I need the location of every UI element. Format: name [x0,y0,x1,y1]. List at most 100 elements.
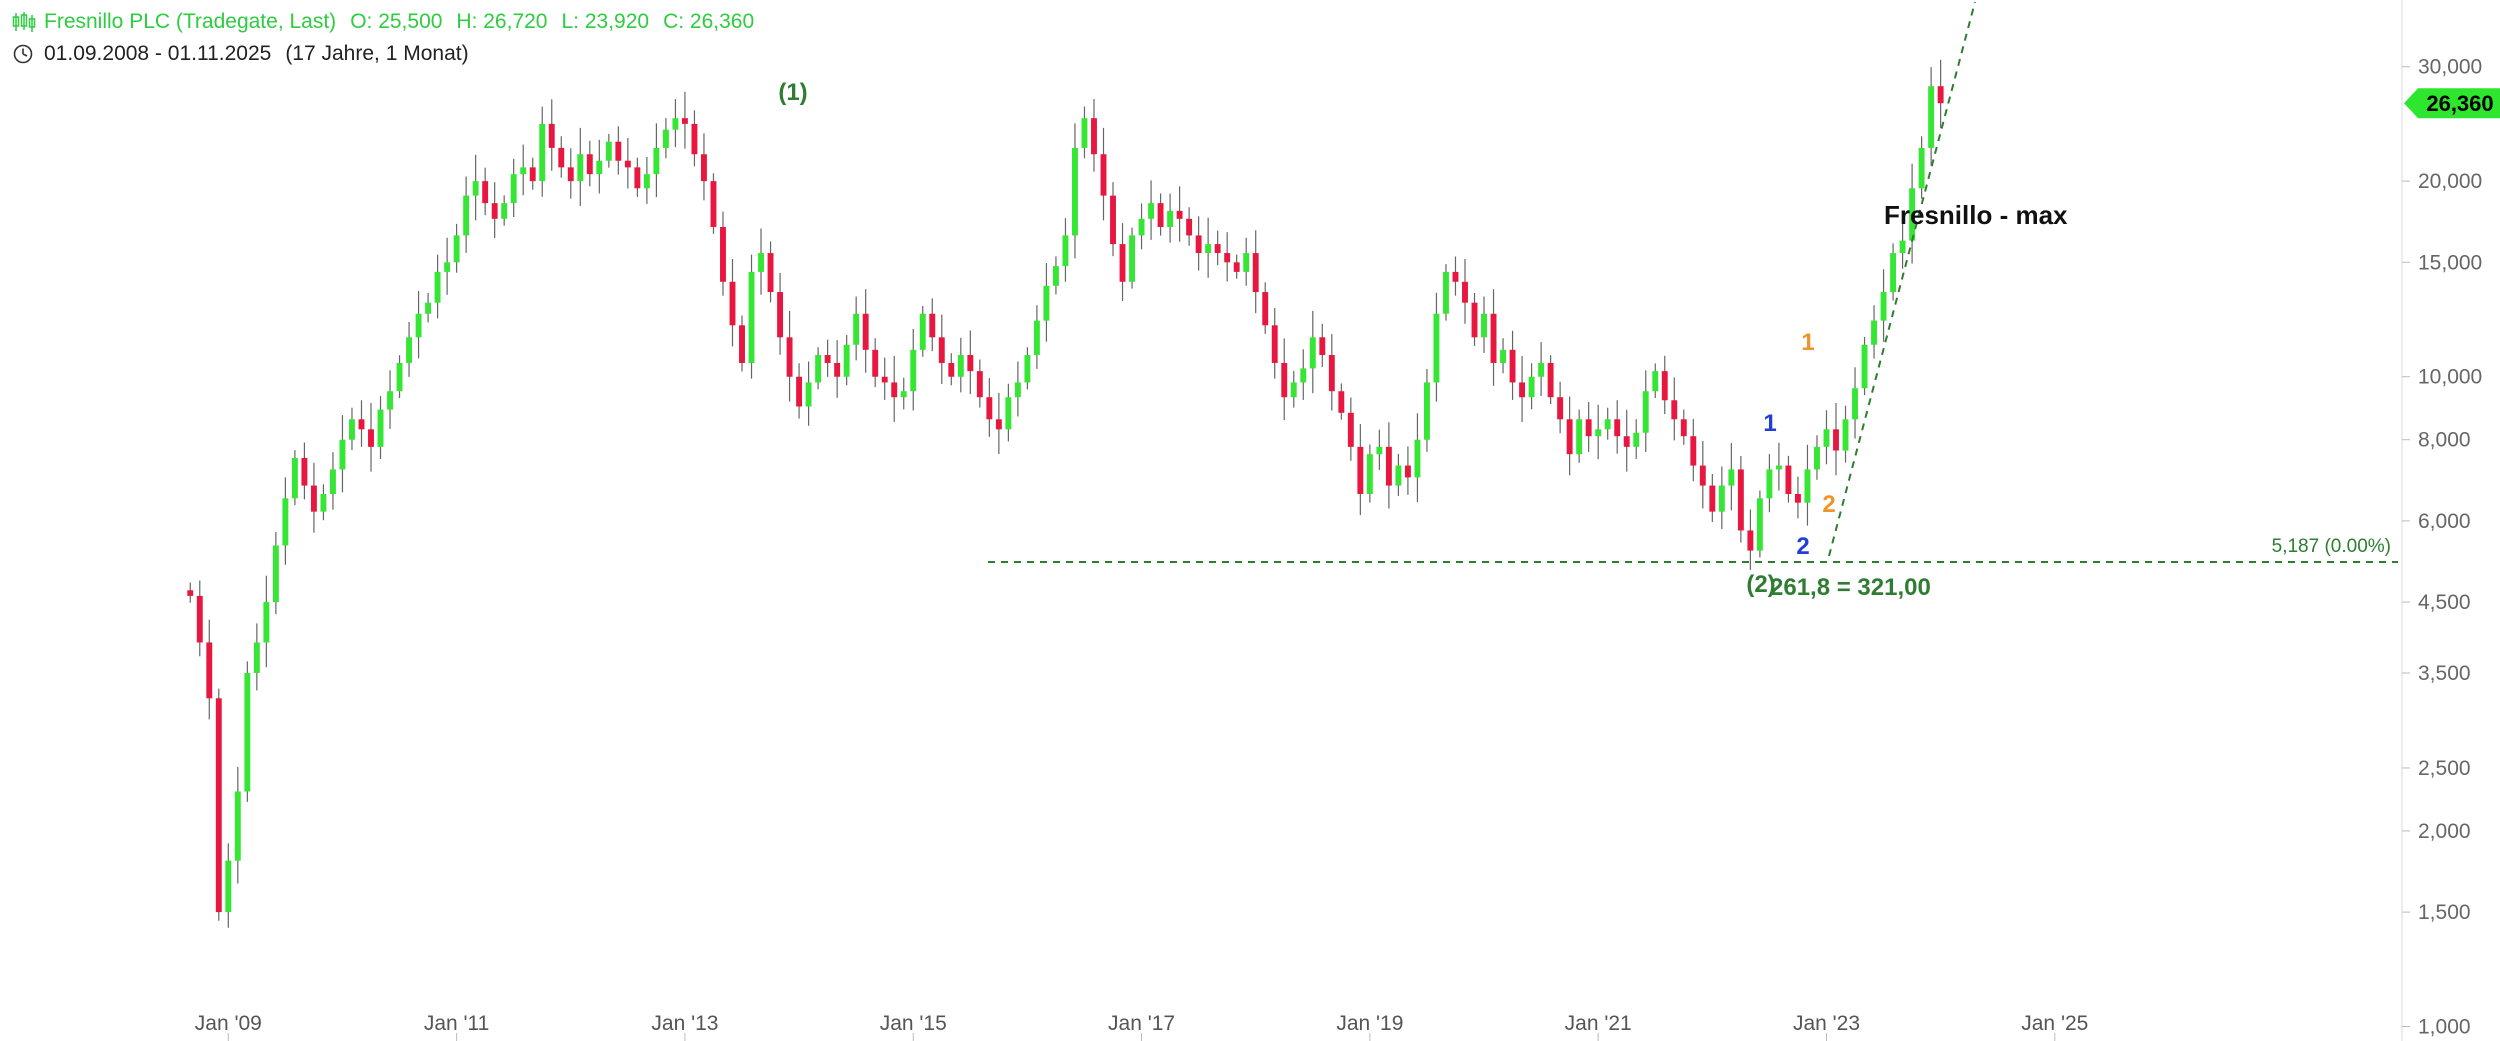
candle-down [1680,419,1687,437]
candle-up [1309,337,1316,369]
sub-wave-1-label: 1 [1801,329,1814,356]
candle-up [577,154,584,182]
candle-up [472,181,479,196]
candle-down [358,419,365,430]
candle-down [558,147,565,168]
candle-down [1100,154,1107,196]
candle-down [1623,436,1630,447]
x-tick-label: Jan '13 [651,1012,718,1035]
candle-up [434,271,441,303]
candle-up [1852,388,1858,420]
candle-up [1414,439,1421,478]
x-tick-label: Jan '21 [1565,1012,1632,1035]
candle-down [1462,281,1468,303]
candle-down [368,429,374,447]
candle-down [1319,337,1326,356]
y-tick-label: 20,000 [2418,170,2482,193]
candle-down [1281,362,1288,398]
trend-line[interactable] [1828,1,1976,557]
candle-up [1005,397,1012,430]
candle-down [720,226,726,282]
candle-down [1519,382,1526,398]
candle-down [1699,465,1706,486]
candle-up [1243,253,1250,272]
candle-up [900,391,907,398]
candle-up [596,160,603,175]
candle-down [767,253,774,293]
candle-up [1043,285,1050,321]
candle-down [986,397,993,420]
candle-up [805,382,812,407]
candle-up [1500,349,1506,363]
candle-up [234,791,241,861]
candle-up [1861,344,1868,389]
candle-down [1338,391,1345,413]
price-axis[interactable]: 1,000 1,500 2,000 2,500 3,500 4,500 6,000 8,000… [2402,56,2482,1039]
candle-down [548,123,555,148]
candle-up [1148,203,1155,219]
candle-down [1214,244,1221,254]
candle-up [1072,147,1078,236]
candle-up [1928,86,1935,148]
candle-down [929,313,936,338]
time-axis[interactable]: Jan '09 Jan '11 Jan '13 Jan '15 Jan '17 Jan '… [195,1012,2089,1041]
candlestick-icon[interactable] [12,11,36,33]
candle-up [957,355,964,377]
wave-2-label: (2) [1746,571,1775,598]
candle-down [891,382,898,398]
candle-down [1585,419,1592,437]
candle-up [1633,432,1640,447]
candle-down [1195,235,1202,254]
x-tick-label: Jan '15 [880,1012,947,1035]
candle-up [263,602,270,643]
candle-up [1052,266,1059,286]
candle-up [272,545,279,603]
instrument-title[interactable]: Fresnillo PLC (Tradegate, Last) [44,10,337,33]
x-tick-label: Jan '11 [424,1012,490,1035]
candle-up [1642,391,1649,433]
low-value: L: 23,920 [561,10,650,33]
candle-down [938,337,945,363]
candle-up [1081,118,1088,148]
open-value: O: 25,500 [350,10,443,33]
candle-up [1062,235,1069,267]
y-tick-label: 4,500 [2418,591,2471,614]
candle-down [881,376,888,383]
instrument-row: Fresnillo PLC (Tradegate, Last) O: 25,50… [12,6,768,38]
candle-up [1290,382,1297,398]
candle-up [387,391,393,410]
candle-up [406,337,413,363]
current-price-tag [2404,88,2500,119]
candle-up [1395,465,1402,486]
clock-icon[interactable] [12,43,36,65]
candle-down [1271,325,1278,363]
candle-up [1538,362,1545,377]
candle-up [1804,469,1811,503]
candle-up [1718,485,1725,512]
candle-down [310,485,317,512]
candle-down [1614,419,1621,437]
candle-up [520,167,527,175]
candle-down [1347,412,1354,447]
candle-down [1385,446,1392,486]
candle-down [1557,397,1564,420]
y-tick-label: 1,500 [2418,901,2471,924]
x-tick-label: Jan '19 [1336,1012,1403,1035]
candle-up [501,203,508,219]
y-tick-label: 10,000 [2418,366,2482,389]
date-range[interactable]: 01.09.2008 - 01.11.2025 [44,42,272,65]
candle-up [1766,469,1773,499]
candle-down [1785,465,1792,494]
candle-up [1528,376,1535,398]
candle-down [1709,485,1716,512]
candle-up [225,860,232,913]
high-value: H: 26,720 [456,10,548,33]
candle-up [1433,313,1440,383]
candle-up [282,498,289,546]
minor-wave-2-label: 2 [1796,533,1809,560]
candle-down [1737,469,1744,531]
candle-down [701,154,707,182]
candle-up [1890,253,1897,293]
candle-down [862,313,869,350]
